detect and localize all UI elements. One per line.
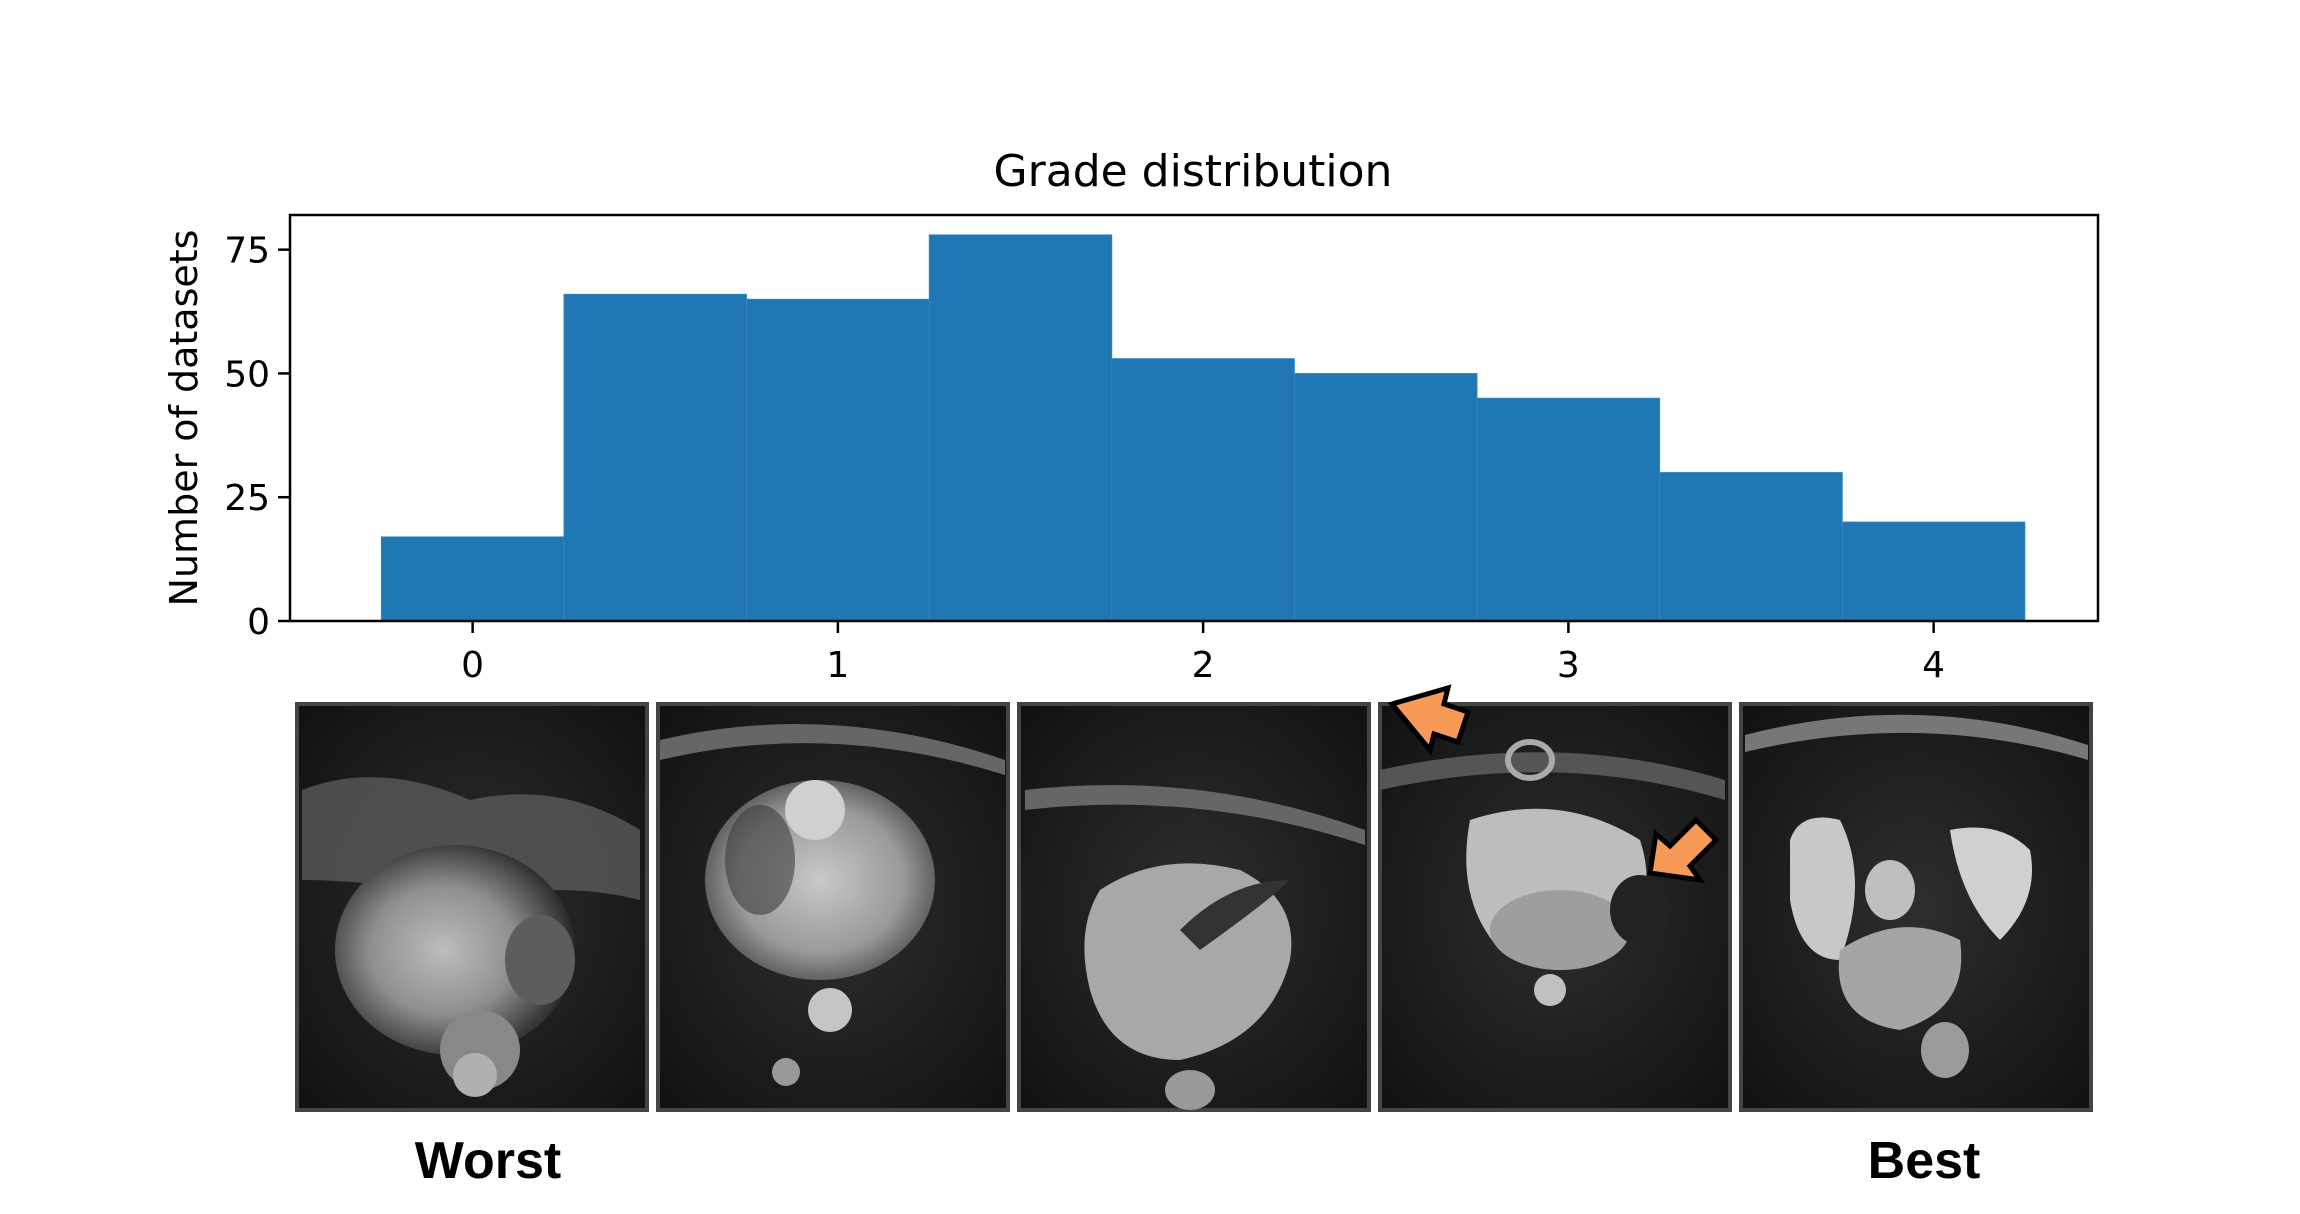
thumbnail-grade-3	[1378, 684, 1732, 1112]
worst-label: Worst	[415, 1132, 561, 1190]
plot-area	[380, 234, 2026, 622]
x-tick-label: 1	[826, 645, 849, 686]
arrow-icon	[1387, 684, 1472, 756]
y-tick-label: 25	[224, 478, 270, 519]
y-tick-label: 75	[224, 231, 270, 272]
y-axis-label: Number of datasets	[162, 230, 206, 607]
histogram-bar	[746, 298, 930, 622]
chart-title: Grade distribution	[994, 146, 1393, 197]
y-tick-label: 50	[224, 354, 270, 395]
histogram-bar	[1659, 472, 1843, 622]
histogram-bar	[928, 234, 1113, 622]
thumbnail-grade-0	[295, 702, 649, 1112]
histogram-bar	[1476, 397, 1661, 622]
arrow-icon	[1647, 816, 1720, 884]
plot-frame	[288, 213, 2100, 623]
y-tick-label: 0	[247, 602, 270, 643]
thumbnail-strip	[295, 684, 2093, 1112]
histogram-bar	[1294, 373, 1478, 622]
x-tick-label: 2	[1192, 645, 1215, 686]
x-tick-label: 0	[461, 645, 484, 686]
histogram-bar	[563, 293, 747, 622]
histogram-bar	[1841, 521, 2026, 622]
thumbnail-grade-1	[656, 702, 1010, 1112]
histogram-bar	[1111, 358, 1295, 622]
best-label: Best	[1868, 1132, 1981, 1190]
thumbnail-grade-4	[1739, 702, 2093, 1112]
x-tick-label: 3	[1557, 645, 1580, 686]
x-tick-label: 4	[1922, 645, 1945, 686]
y-axis: 0 25 50 75	[224, 231, 290, 643]
thumbnail-grade-2	[1017, 702, 1371, 1112]
histogram-bar	[380, 536, 565, 622]
x-axis: 0 1 2 3 4	[461, 621, 1945, 686]
